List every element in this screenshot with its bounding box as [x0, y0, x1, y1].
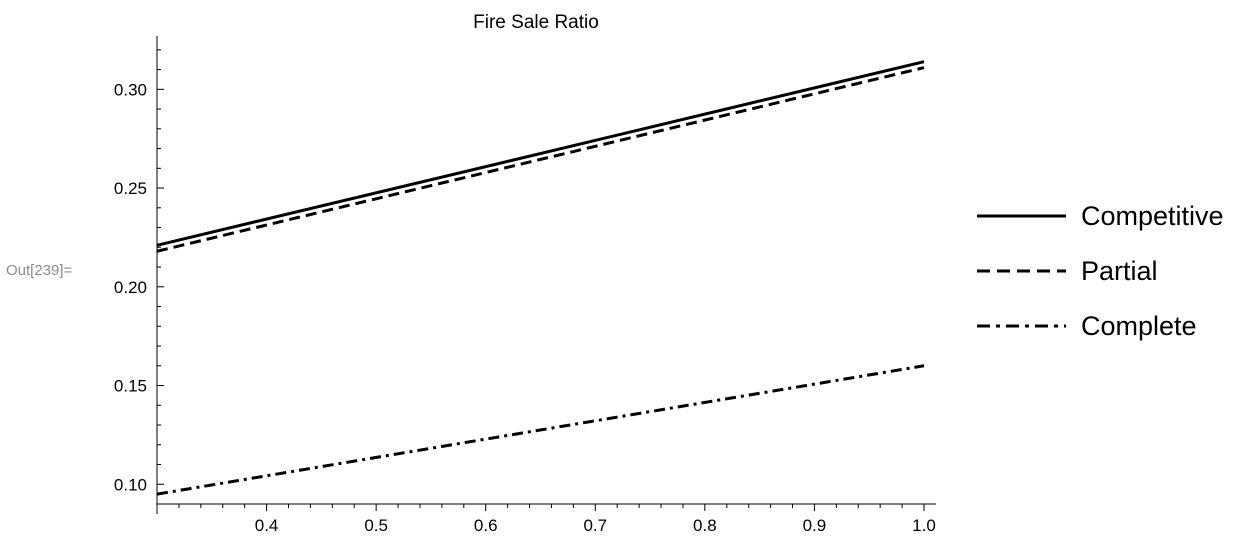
x-tick-label: 1.0	[912, 516, 936, 535]
output-cell-label: Out[239]=	[6, 262, 73, 279]
series-line-partial	[156, 66, 925, 253]
axes-group: 0.4 0.5 0.6 0.7 0.8 0.9 1.0 0.10 0.15 0.20 0.25 0.3…	[114, 36, 936, 535]
legend-label-partial: Partial	[1081, 256, 1158, 286]
y-tick-label: 0.15	[114, 377, 147, 396]
series-line-complete	[156, 364, 925, 496]
y-tick-label: 0.20	[114, 278, 147, 297]
legend-label-complete: Complete	[1081, 311, 1197, 341]
x-tick-label: 0.4	[255, 516, 279, 535]
x-tick-label: 0.9	[803, 516, 827, 535]
x-tick-label: 0.7	[583, 516, 607, 535]
legend: Competitive Partial Complete	[977, 201, 1224, 341]
y-tick-label: 0.30	[114, 80, 147, 99]
y-tick-label: 0.25	[114, 179, 147, 198]
legend-label-competitive: Competitive	[1081, 201, 1224, 231]
x-tick-label: 0.8	[693, 516, 717, 535]
series-line-competitive	[156, 60, 925, 247]
chart-title: Fire Sale Ratio	[473, 12, 599, 33]
x-tick-label: 0.5	[364, 516, 388, 535]
series-group	[156, 60, 925, 496]
y-tick-label: 0.10	[114, 475, 147, 494]
x-tick-label: 0.6	[474, 516, 498, 535]
